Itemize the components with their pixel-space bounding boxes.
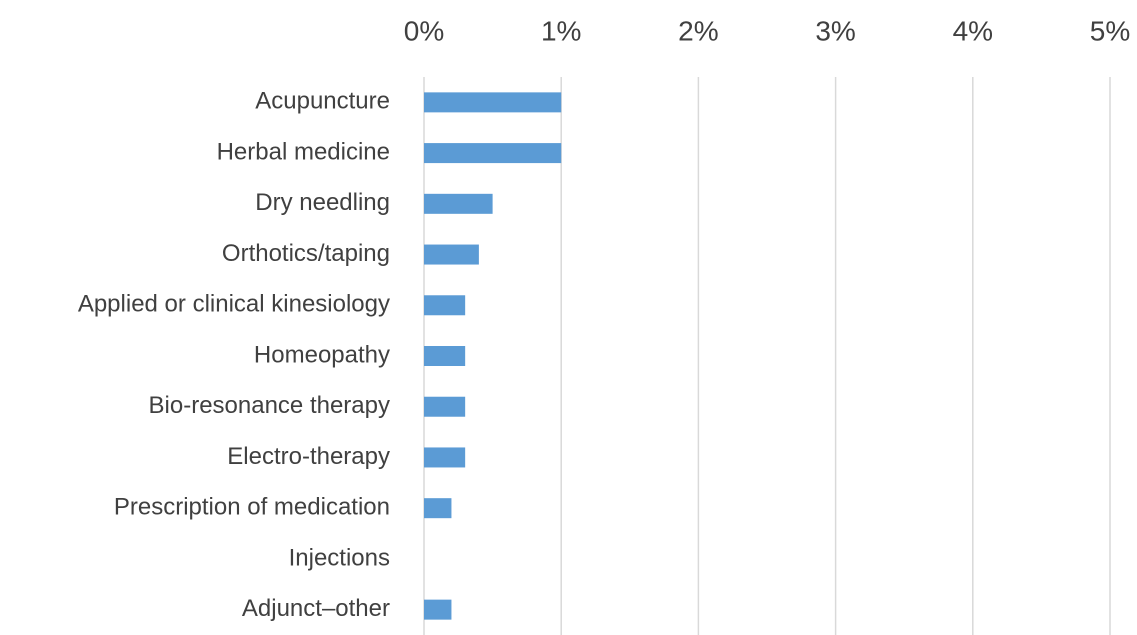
y-tick-label: Adjunct–other — [242, 595, 390, 622]
x-tick-label: 5% — [1090, 15, 1130, 46]
bar — [424, 346, 466, 366]
bar — [424, 295, 466, 316]
x-tick-label: 4% — [953, 15, 993, 46]
x-tick-label: 2% — [678, 15, 718, 46]
y-tick-label: Dry needling — [255, 189, 390, 216]
x-tick-label: 3% — [815, 15, 855, 46]
y-tick-label: Orthotics/taping — [222, 240, 390, 267]
bar — [424, 143, 562, 164]
y-tick-label: Herbal medicine — [217, 138, 390, 165]
bar — [424, 244, 479, 265]
bar — [424, 599, 452, 620]
y-tick-label: Prescription of medication — [114, 494, 390, 521]
y-tick-label: Applied or clinical kinesiology — [78, 291, 390, 318]
y-tick-label: Electro-therapy — [227, 443, 390, 470]
bar — [424, 92, 562, 113]
bar — [424, 447, 466, 468]
y-tick-label: Acupuncture — [255, 88, 390, 115]
y-tick-label: Homeopathy — [254, 341, 390, 368]
x-tick-label: 1% — [541, 15, 581, 46]
bar — [424, 193, 493, 214]
x-tick-label: 0% — [404, 15, 444, 46]
y-tick-label: Bio-resonance therapy — [149, 392, 390, 419]
y-tick-label: Injections — [289, 544, 390, 571]
bar — [424, 396, 466, 417]
bar — [424, 498, 452, 519]
